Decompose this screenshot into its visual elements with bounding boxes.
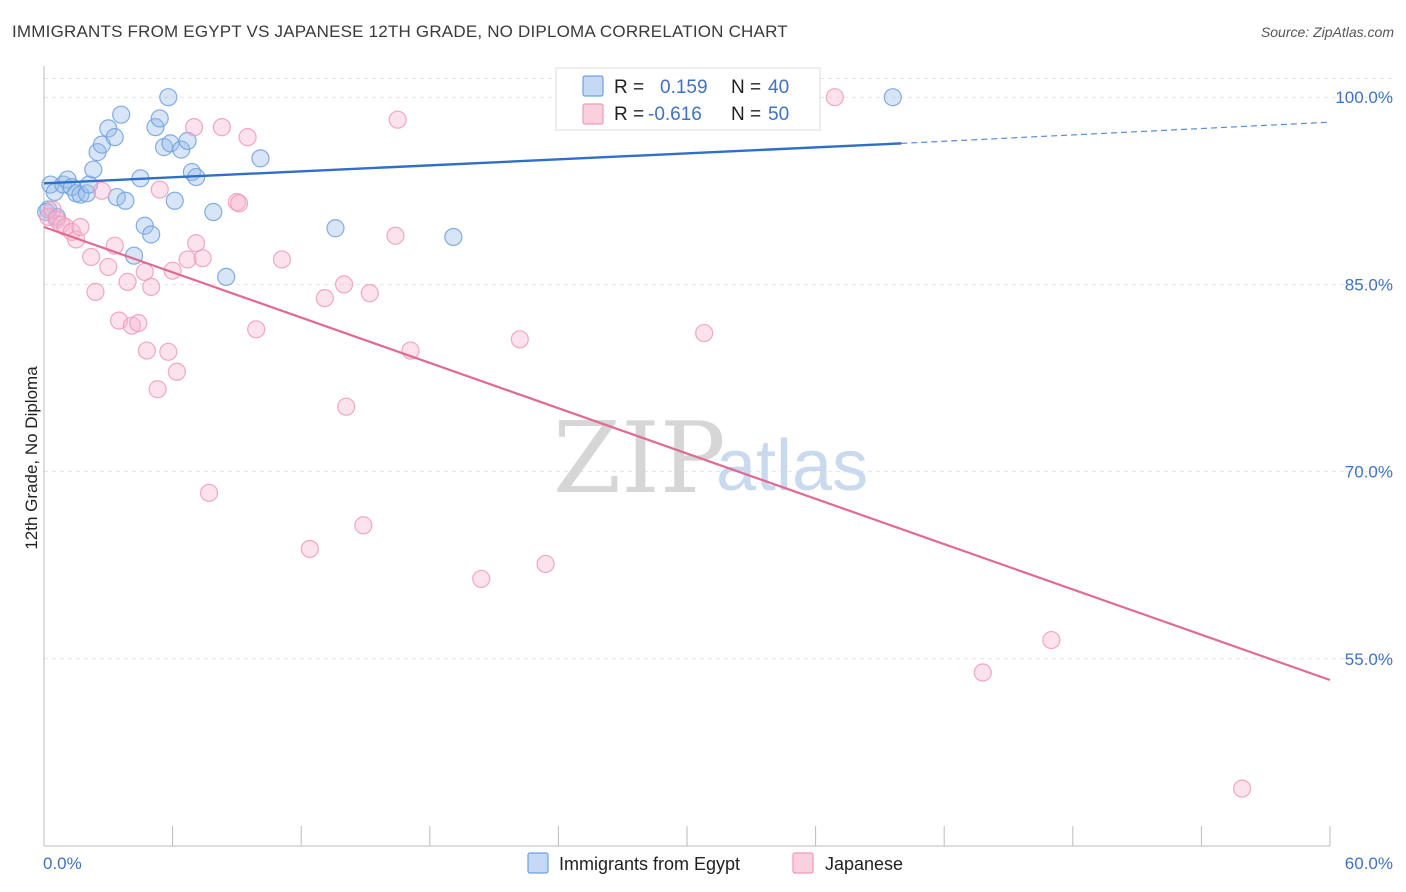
y-tick-labels: 55.0% 70.0% 85.0% 100.0% <box>1335 88 1393 669</box>
point-japanese <box>212 118 231 137</box>
point-egypt <box>146 118 165 137</box>
y-tick-label: 55.0% <box>1345 650 1393 669</box>
source-label: Source: ZipAtlas.com <box>1260 24 1394 40</box>
point-japanese <box>334 275 354 294</box>
point-japanese <box>973 663 992 682</box>
point-egypt <box>150 109 169 128</box>
y-tick-label: 100.0% <box>1335 88 1393 107</box>
point-japanese <box>82 247 101 267</box>
data-points <box>37 88 1252 798</box>
legend-swatch-japanese <box>582 103 604 125</box>
grid-lines <box>44 77 1394 660</box>
axes <box>43 66 1331 847</box>
correlation-legend: R = 0.159 N = 40 R = -0.616 N = 50 <box>555 67 821 131</box>
point-japanese <box>118 272 137 292</box>
point-egypt <box>204 202 223 222</box>
point-japanese <box>272 250 292 269</box>
point-japanese <box>315 289 334 308</box>
legend-n-value-japanese: 50 <box>768 104 789 125</box>
y-axis-title: 12th Grade, No Diploma <box>22 366 41 550</box>
chart-title: IMMIGRANTS FROM EGYPT VS JAPANESE 12TH G… <box>12 22 788 41</box>
point-japanese <box>187 234 206 253</box>
legend-n-label-egypt: N = <box>731 77 761 98</box>
y-tick-label: 70.0% <box>1345 463 1393 482</box>
point-japanese <box>167 362 186 381</box>
point-egypt <box>326 219 345 238</box>
trend-line-japanese <box>43 225 1331 682</box>
point-japanese <box>238 128 257 147</box>
point-japanese <box>510 330 529 349</box>
watermark-zip: ZIP <box>553 402 726 516</box>
point-japanese <box>472 569 491 589</box>
point-japanese <box>193 249 212 268</box>
point-egypt <box>444 227 463 247</box>
point-japanese <box>1233 779 1252 798</box>
x-tick-label-min: 0.0% <box>43 854 82 873</box>
legend-r-label-japanese: R = <box>614 104 644 125</box>
point-japanese <box>247 320 266 339</box>
point-japanese <box>92 181 111 200</box>
point-japanese <box>150 180 169 199</box>
point-egypt <box>883 88 902 107</box>
point-japanese <box>137 341 156 360</box>
y-tick-label: 85.0% <box>1345 275 1393 294</box>
trend-line-egypt <box>43 142 902 185</box>
point-japanese <box>148 380 167 399</box>
legend-swatch-japanese-bottom <box>792 852 814 874</box>
trend-lines <box>43 121 1331 682</box>
point-japanese <box>354 516 373 535</box>
point-japanese <box>86 282 105 301</box>
point-egypt <box>159 88 178 107</box>
legend-r-label-egypt: R = <box>614 77 644 98</box>
point-egypt <box>84 160 103 179</box>
legend-r-value-japanese: -0.616 <box>648 104 702 125</box>
legend-label-egypt: Immigrants from Egypt <box>559 854 740 874</box>
watermark-atlas: atlas <box>716 426 868 506</box>
point-japanese <box>695 323 714 343</box>
point-japanese <box>229 194 249 213</box>
point-japanese <box>71 217 90 237</box>
point-japanese <box>184 118 204 137</box>
legend-swatch-egypt <box>582 75 604 97</box>
point-japanese <box>360 284 379 303</box>
point-egypt <box>105 128 124 147</box>
point-japanese <box>1042 630 1061 650</box>
legend-n-label-japanese: N = <box>731 104 761 125</box>
legend-label-japanese: Japanese <box>825 854 903 874</box>
point-egypt <box>251 149 270 168</box>
x-tick-label-max: 60.0% <box>1345 854 1393 873</box>
point-egypt <box>217 267 236 287</box>
point-egypt <box>112 105 131 124</box>
point-japanese <box>300 539 319 559</box>
legend-r-value-egypt: 0.159 <box>660 77 708 98</box>
point-egypt <box>142 225 161 244</box>
point-japanese <box>99 257 118 277</box>
point-japanese <box>43 200 62 219</box>
point-japanese <box>159 342 178 361</box>
point-japanese <box>386 226 405 245</box>
series-legend: Immigrants from Egypt Japanese <box>527 852 903 874</box>
point-japanese <box>337 397 356 416</box>
legend-swatch-egypt-bottom <box>527 852 549 874</box>
point-egypt <box>165 191 184 210</box>
point-japanese <box>825 88 844 107</box>
point-japanese <box>388 110 407 129</box>
point-japanese <box>142 277 161 296</box>
point-japanese <box>178 250 197 269</box>
point-japanese <box>536 554 555 574</box>
legend-n-value-egypt: 40 <box>768 77 789 98</box>
point-japanese <box>129 313 148 333</box>
trend-line-egypt-dashed <box>901 121 1331 144</box>
point-egypt <box>116 191 135 210</box>
point-japanese <box>199 483 219 502</box>
